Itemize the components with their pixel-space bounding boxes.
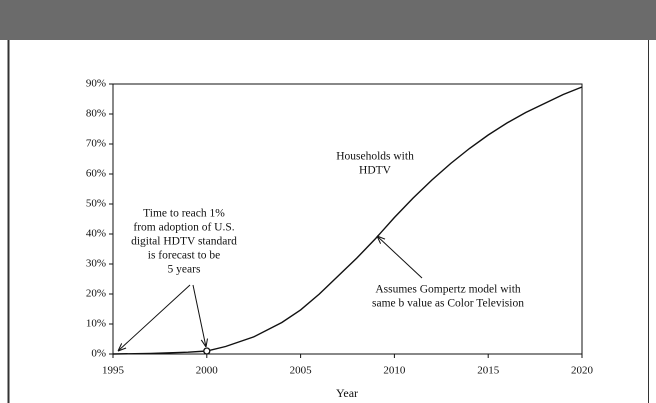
y-tick-label: 40% [86, 228, 106, 240]
y-tick-label: 30% [86, 258, 106, 270]
y-tick-label: 70% [86, 138, 106, 150]
x-tick-label: 2000 [196, 365, 219, 377]
y-tick-label: 90% [86, 78, 106, 90]
x-tick-label: 2010 [383, 365, 406, 377]
y-tick-label: 60% [86, 168, 106, 180]
annotation: Households with [336, 151, 414, 163]
annotation: digital HDTV standard [131, 236, 237, 248]
annotation: same b value as Color Television [372, 298, 524, 310]
arrow [118, 284, 191, 351]
annotation: Assumes Gompertz model with [375, 284, 521, 296]
y-tick-label: 20% [86, 288, 106, 300]
arrow [192, 284, 206, 347]
y-tick-label: 80% [86, 108, 106, 120]
x-tick-label: 2005 [290, 365, 313, 377]
y-tick-label: 10% [86, 318, 106, 330]
annotation: Time to reach 1% [143, 208, 225, 220]
data-line [112, 86, 583, 355]
highlight-point [203, 347, 211, 355]
annotation: 5 years [168, 264, 201, 276]
header-bar [0, 0, 656, 40]
x-tick-label: 2020 [571, 365, 594, 377]
annotation: is forecast to be [148, 250, 221, 262]
annotation: HDTV [359, 165, 392, 177]
plot-frame [112, 83, 583, 355]
y-tick-label: 50% [86, 198, 106, 210]
x-axis-label: Year [336, 386, 358, 400]
arrow [377, 236, 423, 279]
annotation: from adoption of U.S. [133, 222, 234, 234]
y-tick-label: 0% [91, 348, 106, 360]
x-tick-label: 1995 [102, 365, 125, 377]
x-tick-label: 2015 [477, 365, 500, 377]
